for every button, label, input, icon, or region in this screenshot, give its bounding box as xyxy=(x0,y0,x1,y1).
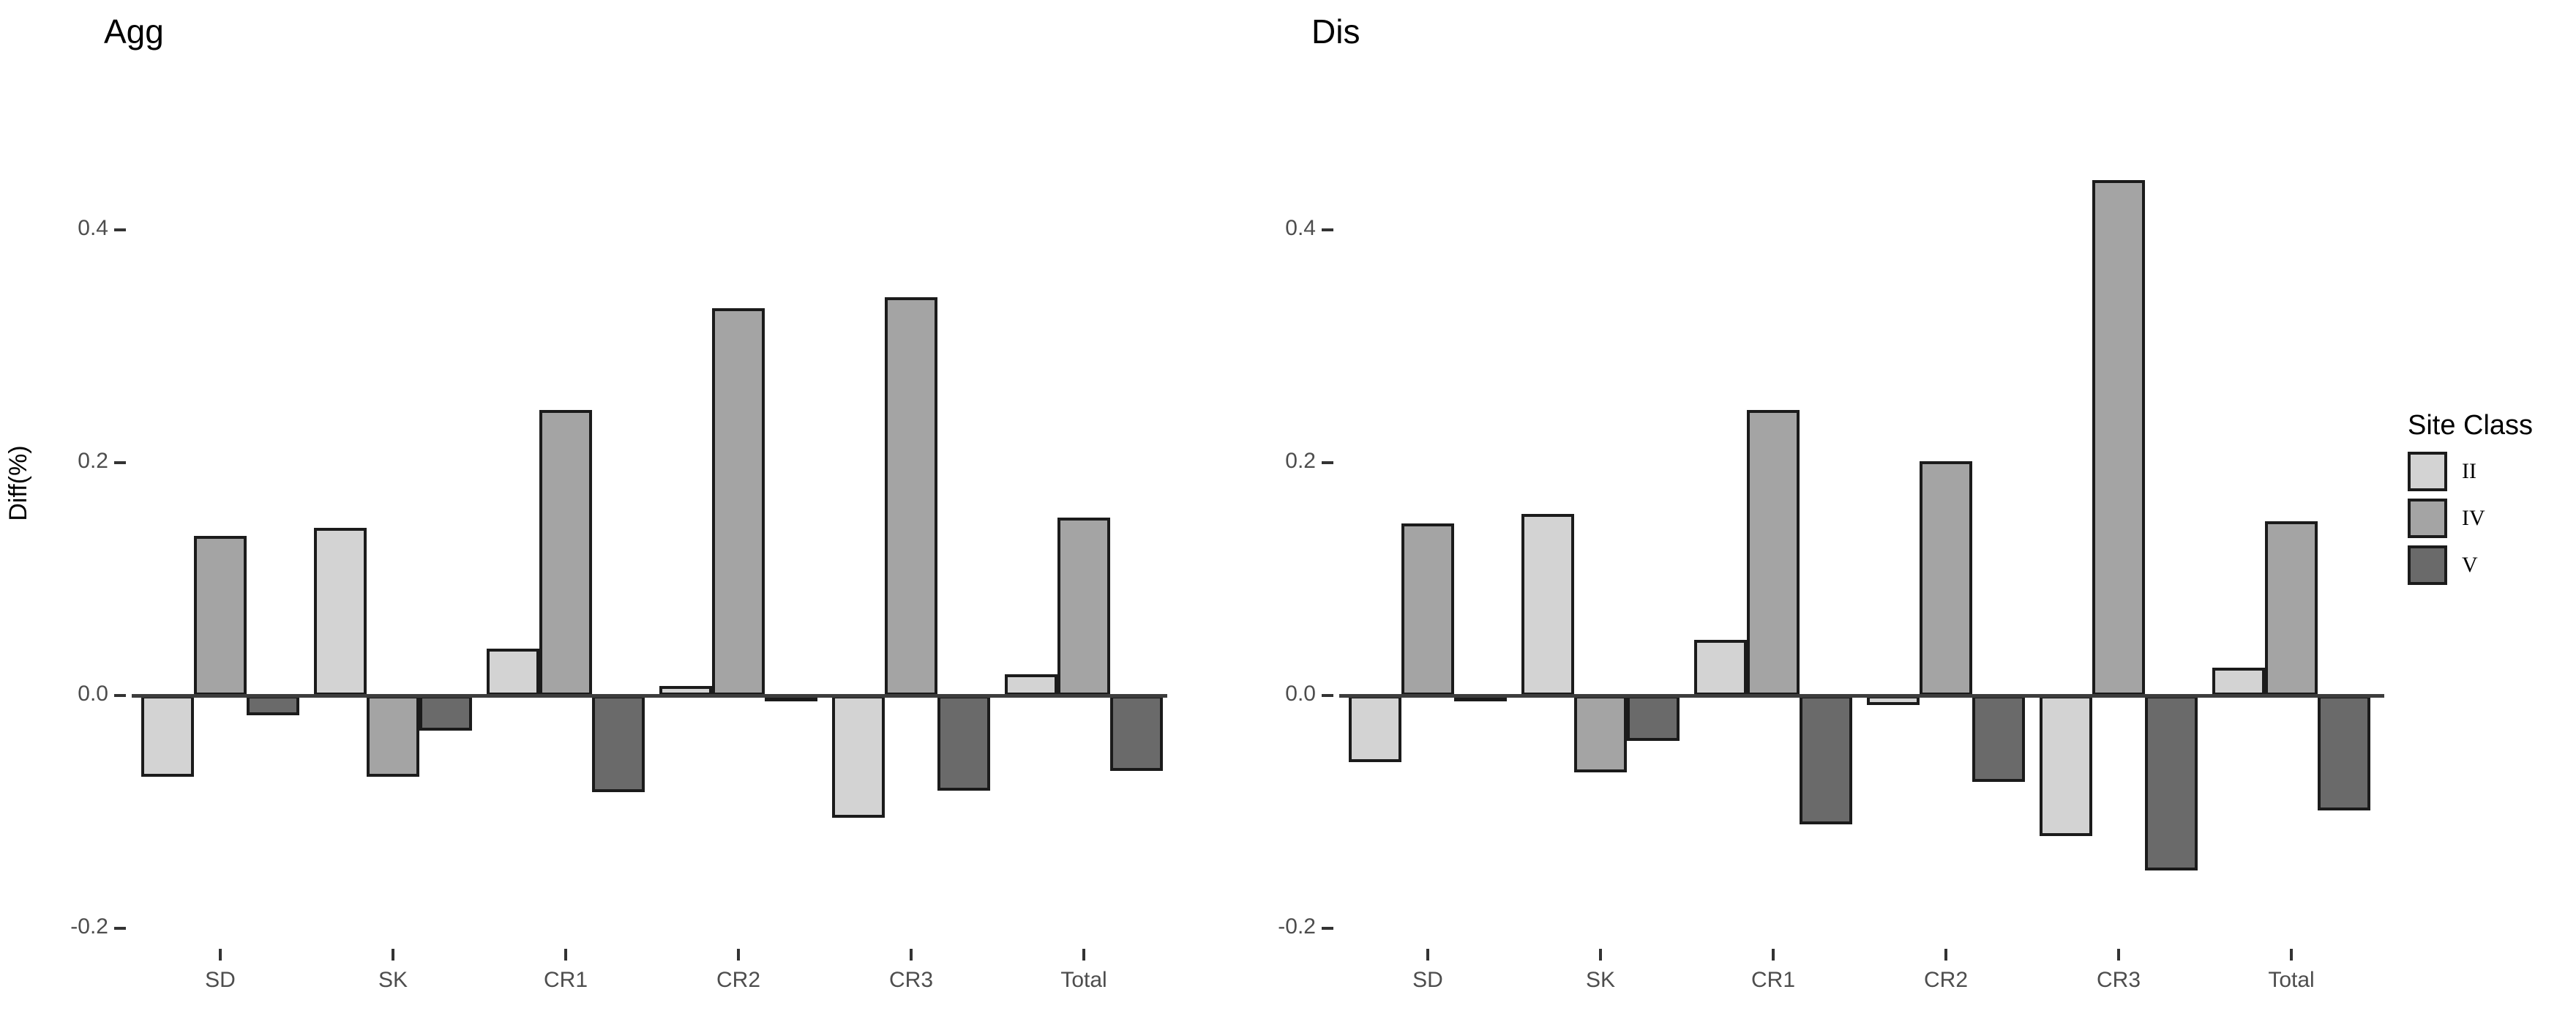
x-tick-label-Total: Total xyxy=(2268,968,2315,992)
x-tick-label-SD: SD xyxy=(205,968,236,992)
x-tick-mark xyxy=(1772,949,1775,961)
bar-dis-SD-II xyxy=(1349,695,1401,762)
y-tick-mark xyxy=(114,461,126,464)
x-tick-mark xyxy=(564,949,567,961)
x-tick-mark xyxy=(737,949,740,961)
bar-dis-SK-IV xyxy=(1574,695,1627,772)
legend-label: V xyxy=(2462,553,2478,577)
x-tick-label-CR1: CR1 xyxy=(1751,968,1795,992)
y-tick-label: 0.0 xyxy=(1285,682,1316,706)
x-tick-label-SK: SK xyxy=(378,968,408,992)
plot-area-agg: 0.4 0.2 0.0 -0.2 SD SK CR1 CR2 CR3 Total xyxy=(70,0,1167,1033)
x-tick-mark xyxy=(2290,949,2293,961)
bar-dis-CR1-II xyxy=(1694,639,1747,695)
bar-dis-Total-IV xyxy=(2265,521,2318,695)
bar-agg-CR1-II xyxy=(487,649,539,695)
bar-agg-SD-II xyxy=(141,695,194,777)
legend-item-IV: IV xyxy=(2408,499,2533,538)
legend-label: IV xyxy=(2462,506,2485,530)
zero-axis-line xyxy=(132,694,1167,698)
legend-label: II xyxy=(2462,459,2476,483)
bar-dis-CR3-II xyxy=(2040,695,2092,837)
bar-agg-CR1-V xyxy=(592,695,645,792)
x-tick-mark xyxy=(1599,949,1602,961)
x-tick-mark xyxy=(1082,949,1085,961)
x-tick-label-CR3: CR3 xyxy=(2096,968,2141,992)
legend-swatch-II xyxy=(2408,452,2447,491)
bar-agg-CR3-II xyxy=(832,695,885,818)
bar-dis-CR1-IV xyxy=(1747,410,1800,695)
bar-agg-SK-V xyxy=(419,695,472,731)
bar-dis-CR1-V xyxy=(1800,695,1852,825)
y-tick-label: -0.2 xyxy=(70,914,108,939)
zero-axis-line xyxy=(1339,694,2384,698)
x-tick-mark xyxy=(1944,949,1947,961)
x-tick-label-SD: SD xyxy=(1412,968,1443,992)
x-tick-label-CR1: CR1 xyxy=(543,968,588,992)
bar-agg-CR3-IV xyxy=(885,297,937,695)
y-tick-mark xyxy=(1322,927,1333,930)
bar-agg-CR2-IV xyxy=(712,307,765,695)
plot-area-dis: 0.4 0.2 0.0 -0.2 SD SK CR1 CR2 CR3 Total xyxy=(1278,0,2384,1033)
legend-items: II IV V xyxy=(2408,452,2533,585)
bar-dis-CR3-IV xyxy=(2092,179,2145,695)
y-tick-label: 0.2 xyxy=(1285,449,1316,473)
panel-title-dis: Dis xyxy=(1311,12,1360,51)
x-tick-label-Total: Total xyxy=(1060,968,1107,992)
bar-dis-SK-II xyxy=(1521,513,1574,695)
y-tick-label: 0.4 xyxy=(1285,216,1316,240)
x-tick-mark xyxy=(910,949,913,961)
y-tick-label: 0.4 xyxy=(78,216,108,240)
bar-agg-Total-V xyxy=(1110,695,1163,772)
y-tick-mark xyxy=(114,694,126,697)
bar-agg-SD-V xyxy=(247,695,299,716)
bar-agg-CR3-V xyxy=(937,695,990,791)
y-tick-mark xyxy=(114,927,126,930)
x-tick-label-CR2: CR2 xyxy=(716,968,760,992)
panel-title-agg: Agg xyxy=(104,12,164,51)
y-tick-mark xyxy=(114,228,126,231)
y-tick-mark xyxy=(1322,461,1333,464)
y-tick-label: 0.0 xyxy=(78,682,108,706)
legend-item-II: II xyxy=(2408,452,2533,491)
x-tick-label-CR3: CR3 xyxy=(888,968,933,992)
y-tick-mark xyxy=(1322,694,1333,697)
bar-agg-SD-IV xyxy=(194,536,247,695)
legend-swatch-V xyxy=(2408,545,2447,585)
y-tick-label: 0.2 xyxy=(78,449,108,473)
bar-dis-CR2-IV xyxy=(1920,461,1972,695)
legend-title: Site Class xyxy=(2408,410,2534,441)
y-axis-label: Diff(%) xyxy=(4,445,32,521)
bar-dis-SK-V xyxy=(1627,695,1680,741)
bar-agg-CR1-IV xyxy=(539,410,592,695)
x-tick-mark xyxy=(1426,949,1429,961)
x-tick-label-CR2: CR2 xyxy=(1923,968,1968,992)
bar-agg-SK-IV xyxy=(367,695,419,777)
x-tick-label-SK: SK xyxy=(1585,968,1616,992)
x-tick-mark xyxy=(219,949,222,961)
bar-agg-Total-II xyxy=(1005,674,1057,695)
bar-dis-Total-V xyxy=(2318,695,2370,811)
x-tick-mark xyxy=(2117,949,2120,961)
bar-dis-CR2-V xyxy=(1972,695,2025,782)
bar-dis-SD-IV xyxy=(1401,523,1454,695)
bar-dis-CR3-V xyxy=(2145,695,2198,870)
bar-agg-Total-IV xyxy=(1057,517,1110,695)
legend: Site Class II IV V xyxy=(2408,410,2533,592)
y-tick-mark xyxy=(1322,228,1333,231)
legend-item-V: V xyxy=(2408,545,2533,585)
bar-agg-SK-II xyxy=(314,528,367,695)
y-tick-label: -0.2 xyxy=(1278,914,1316,939)
legend-swatch-IV xyxy=(2408,499,2447,538)
x-tick-mark xyxy=(392,949,394,961)
bar-dis-Total-II xyxy=(2212,667,2265,695)
